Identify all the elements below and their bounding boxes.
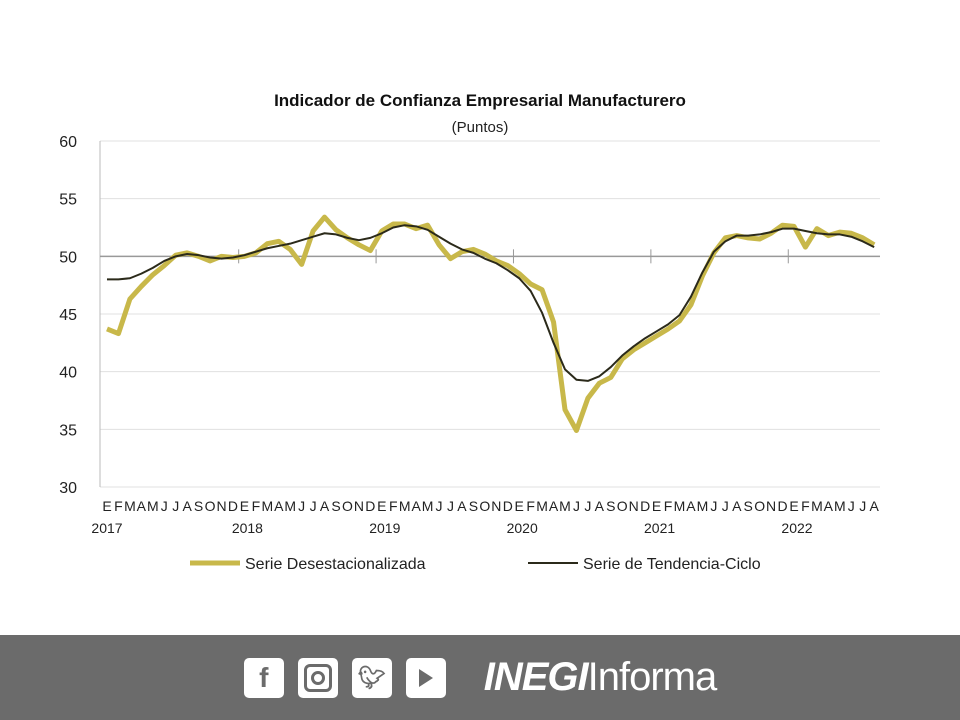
x-month-label: J — [310, 498, 317, 514]
x-month-label: E — [789, 498, 798, 514]
x-month-label: E — [377, 498, 386, 514]
x-month-label: N — [629, 498, 639, 514]
series-line-tendencia-ciclo — [107, 224, 875, 382]
y-tick-label: 55 — [59, 192, 77, 209]
footer: f 🐦︎ INEGIInforma — [0, 635, 960, 720]
legend-label: Serie de Tendencia-Ciclo — [583, 556, 761, 573]
x-month-label: M — [261, 498, 273, 514]
x-month-label: S — [331, 498, 340, 514]
x-month-label: J — [848, 498, 855, 514]
x-month-label: E — [652, 498, 661, 514]
x-month-label: O — [479, 498, 490, 514]
x-month-label: M — [697, 498, 709, 514]
x-year-label: 2020 — [507, 520, 538, 536]
x-month-label: M — [811, 498, 823, 514]
x-month-label: O — [205, 498, 216, 514]
x-month-label: M — [674, 498, 686, 514]
x-month-label: A — [686, 498, 696, 514]
x-month-label: E — [102, 498, 111, 514]
x-month-label: J — [161, 498, 168, 514]
x-month-label: S — [606, 498, 615, 514]
x-year-label: 2017 — [91, 520, 122, 536]
facebook-icon[interactable]: f — [243, 657, 284, 698]
x-month-label: E — [240, 498, 249, 514]
x-year-label: 2018 — [232, 520, 263, 536]
instagram-icon[interactable] — [297, 657, 338, 698]
x-month-label: D — [228, 498, 238, 514]
x-month-label: J — [436, 498, 443, 514]
y-tick-label: 60 — [59, 134, 77, 151]
x-month-label: J — [573, 498, 580, 514]
x-month-label: N — [216, 498, 226, 514]
inegi-logo: INEGIInforma — [483, 655, 718, 699]
series-line-desestacionalizada — [106, 214, 876, 433]
y-tick-label: 40 — [59, 365, 77, 382]
x-month-label: J — [859, 498, 866, 514]
x-month-label: O — [342, 498, 353, 514]
x-month-label: N — [766, 498, 776, 514]
x-month-label: A — [457, 498, 467, 514]
x-month-label: M — [147, 498, 159, 514]
x-month-label: N — [491, 498, 501, 514]
x-month-label: N — [354, 498, 364, 514]
legend-label: Serie Desestacionalizada — [245, 556, 426, 573]
x-month-label: F — [801, 498, 810, 514]
x-year-label: 2021 — [644, 520, 675, 536]
x-month-label: A — [595, 498, 605, 514]
x-month-label: J — [298, 498, 305, 514]
x-month-label: A — [732, 498, 742, 514]
x-month-label: M — [834, 498, 846, 514]
y-tick-label: 45 — [59, 307, 77, 324]
x-year-label: 2019 — [369, 520, 400, 536]
x-month-label: A — [274, 498, 284, 514]
x-month-label: J — [172, 498, 179, 514]
x-month-label: J — [722, 498, 729, 514]
x-month-label: M — [124, 498, 136, 514]
x-month-label: A — [824, 498, 834, 514]
x-month-label: A — [320, 498, 330, 514]
x-month-label: F — [526, 498, 535, 514]
x-month-label: A — [869, 498, 879, 514]
x-month-label: D — [640, 498, 650, 514]
chart-subtitle: (Puntos) — [452, 119, 509, 136]
x-month-label: D — [365, 498, 375, 514]
y-tick-label: 30 — [59, 480, 77, 497]
chart: Indicador de Confianza Empresarial Manuf… — [59, 91, 880, 573]
x-month-label: O — [617, 498, 628, 514]
x-month-label: M — [422, 498, 434, 514]
x-month-label: D — [777, 498, 787, 514]
y-tick-label: 35 — [59, 422, 77, 439]
twitter-icon[interactable]: 🐦︎ — [351, 657, 392, 698]
x-month-label: M — [284, 498, 296, 514]
x-month-label: F — [389, 498, 398, 514]
x-month-label: D — [503, 498, 513, 514]
x-month-label: A — [182, 498, 192, 514]
x-month-label: J — [710, 498, 717, 514]
x-month-label: A — [411, 498, 421, 514]
x-month-label: M — [559, 498, 571, 514]
x-year-label: 2022 — [781, 520, 812, 536]
x-month-label: F — [252, 498, 261, 514]
x-month-label: S — [194, 498, 203, 514]
x-month-label: M — [536, 498, 548, 514]
x-month-label: E — [515, 498, 524, 514]
x-month-label: S — [744, 498, 753, 514]
x-month-label: F — [114, 498, 123, 514]
x-month-label: J — [584, 498, 591, 514]
x-month-label: A — [137, 498, 147, 514]
y-tick-label: 50 — [59, 249, 77, 266]
youtube-icon[interactable] — [405, 657, 446, 698]
x-month-label: A — [549, 498, 559, 514]
x-month-label: F — [664, 498, 673, 514]
x-month-label: O — [754, 498, 765, 514]
chart-title: Indicador de Confianza Empresarial Manuf… — [274, 91, 686, 110]
x-month-label: J — [447, 498, 454, 514]
x-month-label: S — [469, 498, 478, 514]
x-month-label: M — [399, 498, 411, 514]
